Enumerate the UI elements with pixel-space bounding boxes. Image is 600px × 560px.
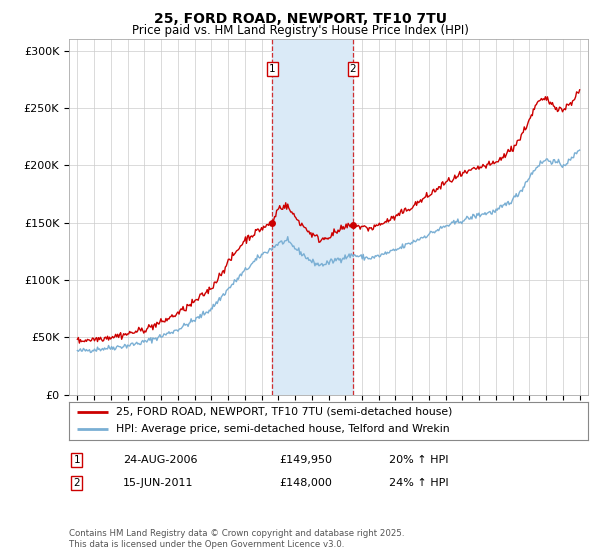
Text: 2: 2 (73, 478, 80, 488)
Text: 1: 1 (73, 455, 80, 465)
Text: 24% ↑ HPI: 24% ↑ HPI (389, 478, 448, 488)
Text: HPI: Average price, semi-detached house, Telford and Wrekin: HPI: Average price, semi-detached house,… (116, 424, 449, 435)
Text: 25, FORD ROAD, NEWPORT, TF10 7TU (semi-detached house): 25, FORD ROAD, NEWPORT, TF10 7TU (semi-d… (116, 407, 452, 417)
Text: 2: 2 (349, 64, 356, 74)
Text: £148,000: £148,000 (279, 478, 332, 488)
Text: £149,950: £149,950 (279, 455, 332, 465)
Text: 15-JUN-2011: 15-JUN-2011 (123, 478, 193, 488)
Text: 20% ↑ HPI: 20% ↑ HPI (389, 455, 448, 465)
Bar (272, 39, 353, 395)
Text: Price paid vs. HM Land Registry's House Price Index (HPI): Price paid vs. HM Land Registry's House … (131, 24, 469, 36)
Text: 1: 1 (269, 64, 276, 74)
Text: 25, FORD ROAD, NEWPORT, TF10 7TU: 25, FORD ROAD, NEWPORT, TF10 7TU (154, 12, 446, 26)
Text: Contains HM Land Registry data © Crown copyright and database right 2025.
This d: Contains HM Land Registry data © Crown c… (69, 529, 404, 549)
Text: 24-AUG-2006: 24-AUG-2006 (123, 455, 197, 465)
